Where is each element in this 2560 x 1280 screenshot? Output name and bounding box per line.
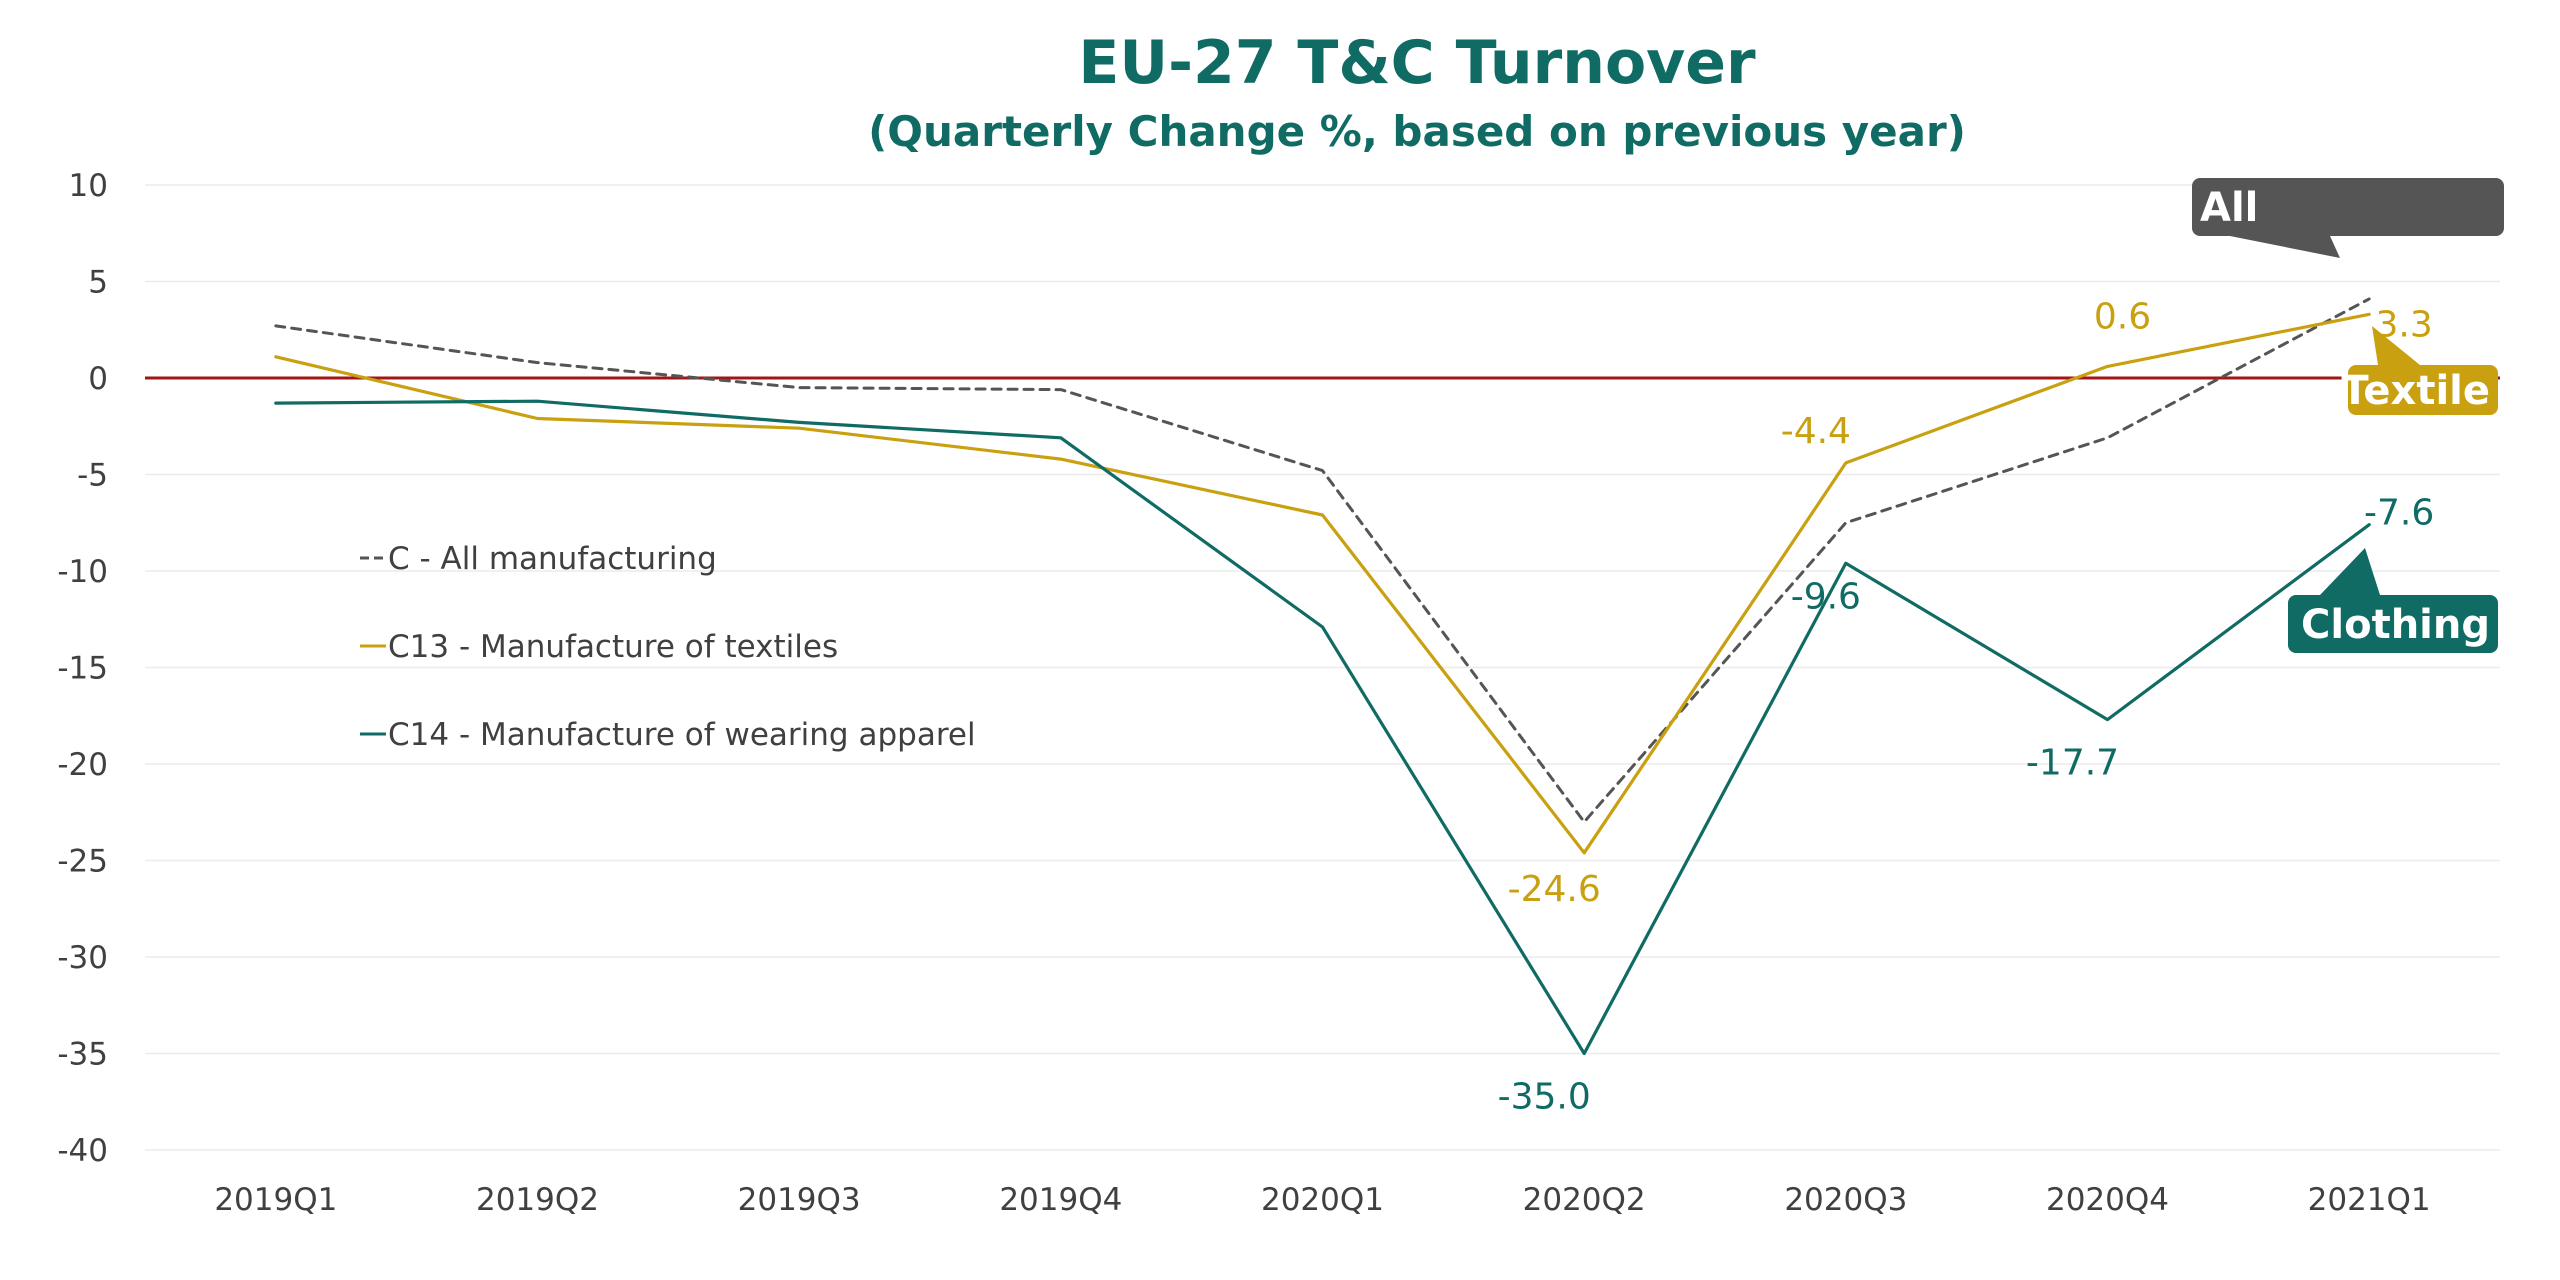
- x-tick-label: 2020Q4: [2046, 1182, 2169, 1218]
- x-tick-label: 2020Q3: [1784, 1182, 1907, 1218]
- series-line-all: [274, 297, 2371, 824]
- data-label: -7.6: [2364, 493, 2434, 534]
- callout-label-textiles: Textile: [2341, 368, 2490, 414]
- y-tick-label: 0: [88, 361, 108, 397]
- legend-label-textiles: C13 - Manufacture of textiles: [388, 629, 838, 665]
- y-tick-label: -20: [57, 747, 108, 783]
- x-tick-label: 2020Q2: [1523, 1182, 1646, 1218]
- data-labels: -24.6-4.40.6 3.3-35.0-9.6-17.7-7.6: [1498, 296, 2435, 1117]
- x-tick-label: 2021Q1: [2308, 1182, 2431, 1218]
- data-label: -4.4: [1781, 411, 1851, 452]
- x-tick-label: 2019Q1: [214, 1182, 337, 1218]
- legend: C - All manufacturing C13 - Manufacture o…: [360, 541, 976, 753]
- y-tick-label: 10: [69, 168, 108, 204]
- series-callouts: All Textile Clothing: [2192, 178, 2504, 653]
- x-tick-label: 2020Q1: [1261, 1182, 1384, 1218]
- callout-pointer-apparel: [2320, 548, 2380, 595]
- callout-box-textiles: [2348, 365, 2498, 415]
- legend-label-apparel: C14 - Manufacture of wearing apparel: [388, 717, 976, 753]
- chart-title: EU-27 T&C Turnover: [1078, 28, 1756, 98]
- y-tick-label: -5: [77, 458, 108, 494]
- series-line-apparel: [274, 399, 2371, 1056]
- legend-label-all: C - All manufacturing: [388, 541, 717, 577]
- x-tick-label: 2019Q3: [738, 1182, 861, 1218]
- x-axis-ticks: 2019Q1 2019Q2 2019Q3 2019Q4 2020Q1 2020Q2 2020…: [214, 1182, 2430, 1218]
- y-tick-label: -10: [57, 554, 108, 590]
- y-tick-label: -15: [57, 651, 108, 687]
- data-label: -17.7: [2026, 743, 2119, 784]
- callout-pointer-textiles: [2372, 326, 2420, 365]
- callout-label-apparel: Clothing: [2301, 602, 2490, 648]
- y-tick-label: -35: [57, 1037, 108, 1073]
- chart-subtitle: (Quarterly Change %, based on previous y…: [868, 107, 1966, 156]
- callout-box-all: [2192, 178, 2504, 236]
- data-label: -35.0: [1498, 1077, 1591, 1118]
- callout-pointer-all: [2230, 236, 2340, 258]
- callout-label-all: All: [2200, 185, 2258, 231]
- data-label: 0.6: [2094, 296, 2151, 337]
- x-tick-label: 2019Q4: [999, 1182, 1122, 1218]
- data-label: -9.6: [1791, 576, 1861, 617]
- y-tick-label: -25: [57, 844, 108, 880]
- series-lines: [274, 297, 2371, 1056]
- y-axis-ticks: 10 5 0 -5 -10 -15 -20 -25 -30 -35 -40: [57, 168, 108, 1169]
- grid-lines: [145, 184, 2500, 1151]
- y-tick-label: 5: [88, 265, 108, 301]
- y-tick-label: -30: [57, 940, 108, 976]
- data-label: -24.6: [1508, 869, 1601, 910]
- series-line-textiles: [274, 312, 2371, 855]
- callout-box-apparel: [2288, 595, 2498, 653]
- x-tick-label: 2019Q2: [476, 1182, 599, 1218]
- y-tick-label: -40: [57, 1133, 108, 1169]
